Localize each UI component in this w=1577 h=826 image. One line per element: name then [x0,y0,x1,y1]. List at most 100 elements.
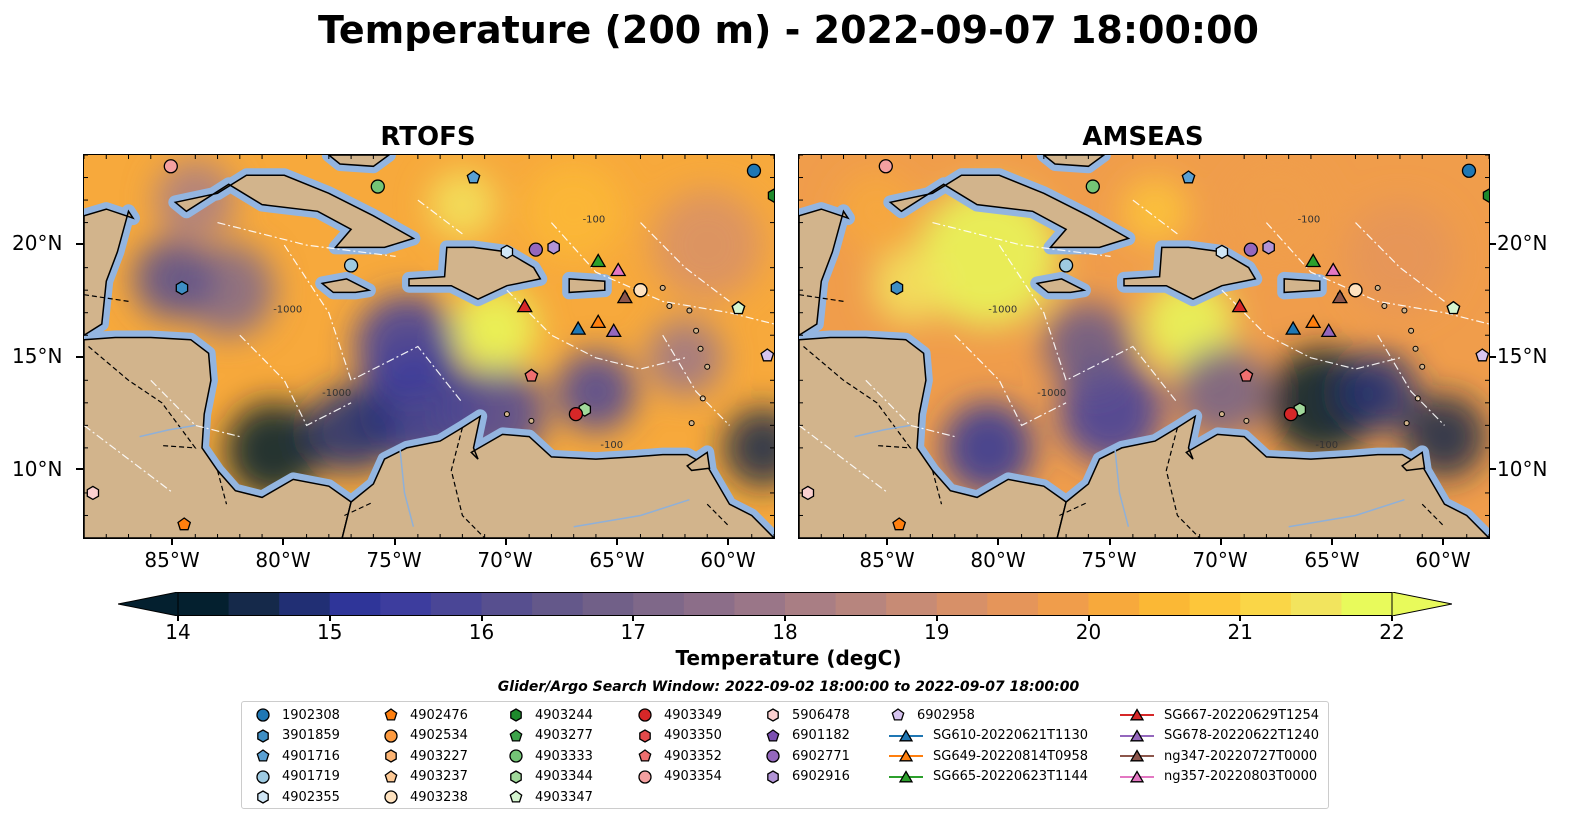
colorbar-tick [784,616,786,621]
legend-item: 4903244 [505,705,593,725]
legend-swatch [767,769,779,784]
legend-swatch [509,790,523,803]
axis-tick [727,538,730,545]
legend-item: 5906478 [762,705,850,725]
legend-item: 6902958 [887,705,975,725]
legend-label: SG667-20220629T1254 [1164,707,1320,723]
marker-SG667-20220629T1254 [1231,298,1248,313]
legend-swatch [1129,769,1145,782]
legend-item: 4903350 [634,726,722,746]
eez-boundaries [799,199,1489,494]
legend-swatch [384,769,398,783]
legend-item: 4902534 [380,726,468,746]
circle-marker-icon [509,749,523,763]
legend-label: 4902534 [410,728,468,743]
hexagon-marker-icon [257,790,269,804]
marker-ng347-20220727T0000 [1331,289,1348,304]
contour-label: -1000 [988,305,1017,316]
circle-marker-icon [638,708,652,722]
circle-marker-icon [256,708,270,722]
lon-label-80w: 80°W [255,548,311,572]
legend-label: SG665-20220623T1144 [933,769,1089,784]
panel-title-amseas: AMSEAS [1082,122,1204,152]
legend-label: 4903237 [410,769,468,784]
marker-6902958 [1475,348,1489,362]
map-panel-rtofs[interactable]: -1000 -100 -100 -1000 [83,154,775,539]
marker-1902308 [746,163,762,178]
marker-4903354 [878,159,893,174]
legend-swatch [898,728,914,741]
legend-item: SG667-20220629T1254 [1118,705,1319,725]
legend-item: SG678-20220622T1240 [1118,726,1319,746]
lat-label-20n-left: 20°N [12,231,63,255]
colorbar-tick [632,616,635,621]
lon-label-60w: 60°W [700,548,756,572]
legend-swatch [638,769,652,784]
axis-tick [1489,355,1496,358]
axis-tick [393,538,396,545]
marker-4903347 [1446,300,1461,315]
colorbar-label: Temperature (degC) [675,646,902,670]
pentagon-marker-icon [384,769,398,783]
marker-ng357-20220803T0000 [610,262,627,277]
legend-swatch [766,749,780,763]
pentagon-marker-icon [509,728,523,742]
legend-item: 6902771 [762,746,850,766]
marker-SG678-20220622T1240 [605,322,622,338]
triangle-marker-icon [1120,769,1154,782]
legend-item: SG649-20220814T0958 [887,746,1088,766]
marker-5906478 [86,485,100,501]
hexagon-marker-icon [257,728,269,743]
legend-item: 4903344 [505,767,593,787]
legend-item: 4903347 [505,787,593,807]
lat-label-15n-right: 15°N [1497,344,1548,368]
marker-6902771 [528,242,543,257]
legend-label: 6902771 [792,748,850,764]
hexagon-marker-icon [510,769,522,784]
colorbar-tick-label: 14 [165,620,191,644]
triangle-marker-icon [1120,728,1154,741]
axis-tick [282,538,285,545]
legend-swatch [256,769,270,784]
legend-label: 4903277 [535,728,593,743]
lon-label-85w: 85°W [859,548,915,572]
hexagon-marker-icon [510,708,522,722]
legend-item: ng357-20220803T0000 [1118,767,1317,787]
colorbar-tick [328,616,331,621]
colorbar-tick [480,616,483,621]
colorbar-tick-label: 19 [924,620,950,644]
panel-title-rtofs: RTOFS [380,122,476,152]
float-markers [86,159,774,531]
legend-swatch [510,769,522,784]
circle-marker-icon [256,769,270,784]
legend-label: 4903238 [410,789,468,805]
marker-SG610-20220621T1130 [1285,320,1302,335]
marker-3901859 [175,280,189,296]
legend-item: SG665-20220623T1144 [887,767,1088,787]
marker-6902771 [1243,242,1258,257]
contour-label: -100 [1298,215,1321,226]
legend-swatch [256,708,270,722]
pentagon-marker-icon [891,708,905,721]
legend-item: 4903237 [380,767,468,787]
legend-label: 4902355 [282,789,340,805]
lon-label-60w: 60°W [1415,548,1471,572]
legend-item: 4903277 [505,726,593,746]
legend-label: 4903227 [410,748,468,764]
legend-item: 3901859 [252,726,340,746]
marker-4903333 [370,179,385,194]
map-panel-amseas[interactable]: -1000 -100 -100 -1000 [798,154,1490,539]
marker-4903238 [1348,283,1363,298]
legend-item: 4901716 [252,746,340,766]
colorbar-tick [1391,616,1393,621]
colorbar-tick [1239,616,1242,621]
axis-tick [616,538,619,545]
circle-marker-icon [766,749,780,763]
legend-label: 4903347 [535,789,593,805]
marker-4903352 [524,368,539,382]
marker-SG610-20220621T1130 [570,320,587,335]
legend-label: 4901719 [282,769,340,784]
eez-boundaries [84,199,774,494]
circle-marker-icon [638,769,652,784]
colorbar-tick-label: 21 [1227,620,1253,644]
